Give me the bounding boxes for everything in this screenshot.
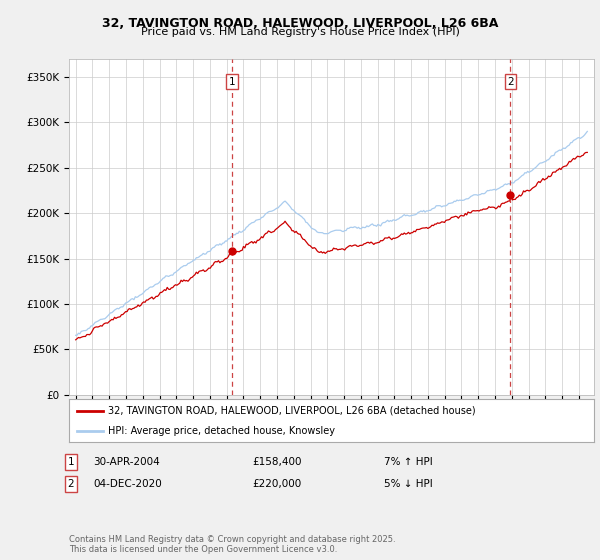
Text: 32, TAVINGTON ROAD, HALEWOOD, LIVERPOOL, L26 6BA: 32, TAVINGTON ROAD, HALEWOOD, LIVERPOOL,… (102, 17, 498, 30)
Text: 7% ↑ HPI: 7% ↑ HPI (384, 457, 433, 467)
Text: 04-DEC-2020: 04-DEC-2020 (93, 479, 162, 489)
Text: 30-APR-2004: 30-APR-2004 (93, 457, 160, 467)
Text: 1: 1 (67, 457, 74, 467)
Text: £220,000: £220,000 (252, 479, 301, 489)
Text: 2: 2 (67, 479, 74, 489)
Text: Price paid vs. HM Land Registry's House Price Index (HPI): Price paid vs. HM Land Registry's House … (140, 27, 460, 37)
Text: HPI: Average price, detached house, Knowsley: HPI: Average price, detached house, Know… (109, 427, 335, 436)
Text: 5% ↓ HPI: 5% ↓ HPI (384, 479, 433, 489)
Text: Contains HM Land Registry data © Crown copyright and database right 2025.
This d: Contains HM Land Registry data © Crown c… (69, 535, 395, 554)
Text: 2: 2 (507, 77, 514, 86)
Text: 32, TAVINGTON ROAD, HALEWOOD, LIVERPOOL, L26 6BA (detached house): 32, TAVINGTON ROAD, HALEWOOD, LIVERPOOL,… (109, 405, 476, 416)
Text: 1: 1 (229, 77, 236, 86)
Text: £158,400: £158,400 (252, 457, 302, 467)
